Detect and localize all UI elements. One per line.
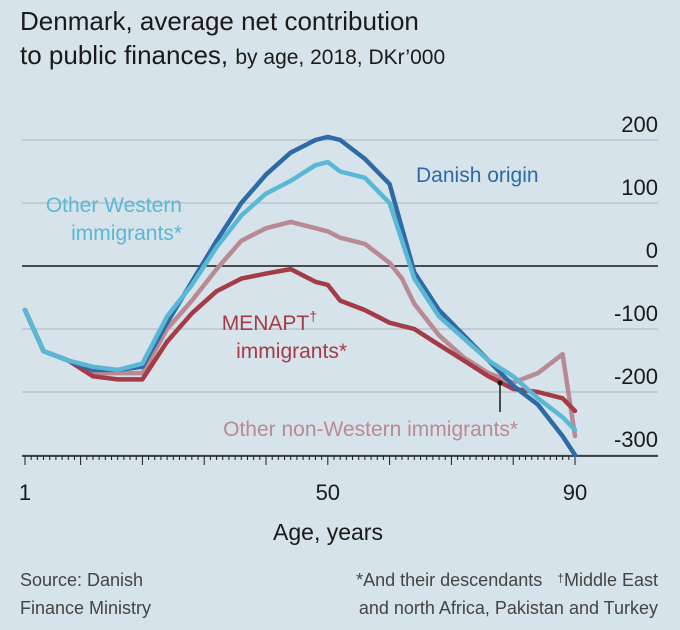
menapt-dagger: †: [309, 308, 317, 324]
source-line-2: Finance Ministry: [20, 598, 152, 618]
note-middle-east: Middle East: [563, 570, 658, 590]
source-line-1: Source: Danish: [20, 570, 144, 590]
series-label-other-non-western: Other non-Western immigrants*: [223, 418, 518, 441]
y-tick-label: 0: [646, 238, 658, 263]
y-tick-label: 200: [621, 112, 658, 137]
x-axis-label: Age, years: [273, 519, 383, 545]
label-leader-dot: [497, 380, 503, 386]
footer-source: Source: Danish Finance Ministry: [20, 566, 151, 622]
series-line-other-western-immigrants: [22, 159, 578, 433]
x-tick-label: 50: [316, 480, 340, 505]
title-line-1: Denmark, average net contribution: [20, 6, 419, 36]
title-line-2: to public finances,: [20, 40, 229, 70]
y-tick-label: -300: [614, 427, 658, 452]
series-line-other-non-western-immigrants: [22, 219, 578, 439]
y-tick-labels: 200 100 0 -100 -200 -300: [614, 112, 658, 452]
footer-notes: *And their descendants †Middle East and …: [356, 566, 658, 622]
y-tick-label: 100: [621, 175, 658, 200]
note-line-2: and north Africa, Pakistan and Turkey: [358, 598, 658, 618]
menapt-name: MENAPT: [222, 312, 310, 335]
series-line-menapt-immigrants: [22, 266, 578, 414]
y-tick-label: -200: [614, 364, 658, 389]
note-descendants: *And their descendants: [356, 570, 543, 590]
series-label-menapt-1: MENAPT†: [222, 308, 317, 335]
chart-subtitle: by age, 2018, DKr’000: [235, 46, 446, 69]
series-lines: [22, 134, 578, 458]
grid-lines: [22, 139, 658, 456]
x-axis: 1 50 90: [19, 455, 658, 505]
series-label-other-western-1: Other Western: [46, 194, 182, 217]
note-dagger: †: [557, 571, 564, 585]
series-label-danish-origin: Danish origin: [416, 164, 539, 187]
y-tick-label: -100: [614, 301, 658, 326]
chart-title: Denmark, average net contribution to pub…: [20, 4, 660, 75]
x-tick-label: 1: [19, 480, 31, 505]
series-label-menapt-2: immigrants*: [236, 340, 347, 363]
x-tick-label: 90: [563, 480, 587, 505]
series-label-other-western-2: immigrants*: [71, 222, 182, 245]
